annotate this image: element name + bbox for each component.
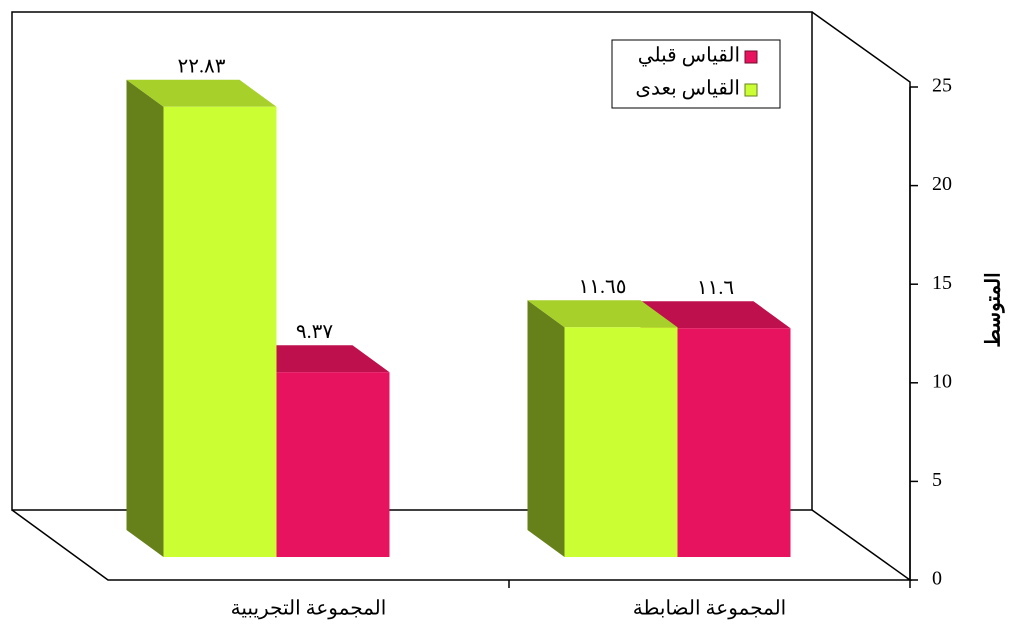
- y-tick-label: 15: [932, 272, 952, 294]
- value-label: ١١.٦٥: [579, 276, 627, 298]
- back-wall: [11, 11, 813, 511]
- value-label: ٢٢.٨٣: [178, 55, 226, 77]
- bar-side: [527, 300, 565, 557]
- bar: [126, 79, 277, 558]
- x-tick-label: المجموعة الضابطة: [633, 598, 786, 620]
- y-tick-label: 0: [932, 568, 942, 590]
- value-label: ٩.٣٧: [296, 321, 333, 343]
- bar-side: [126, 79, 164, 558]
- x-tick-label: المجموعة التجريبية: [231, 598, 387, 620]
- y-tick-label: 25: [932, 75, 952, 97]
- y-tick-label: 5: [932, 469, 942, 491]
- bar-top: [126, 79, 277, 107]
- bar-top: [640, 301, 791, 329]
- bar-top: [239, 345, 390, 373]
- value-label: ١١.٦: [697, 277, 734, 299]
- bar-front: [276, 372, 390, 557]
- y-tick-label: 20: [932, 173, 952, 195]
- y-tick-label: 10: [932, 370, 952, 392]
- legend-label: القياس قبلي: [638, 45, 740, 67]
- bar-top: [527, 300, 678, 328]
- legend-swatch: [744, 50, 758, 64]
- bar-front: [564, 327, 678, 557]
- y-axis-label: المتوسط: [983, 272, 1006, 347]
- legend-swatch: [744, 83, 758, 97]
- bar-front: [163, 106, 277, 558]
- bar-front: [677, 328, 791, 557]
- side-wall: [811, 11, 911, 580]
- bar: [527, 300, 678, 557]
- legend-label: القياس بعدى: [635, 78, 740, 100]
